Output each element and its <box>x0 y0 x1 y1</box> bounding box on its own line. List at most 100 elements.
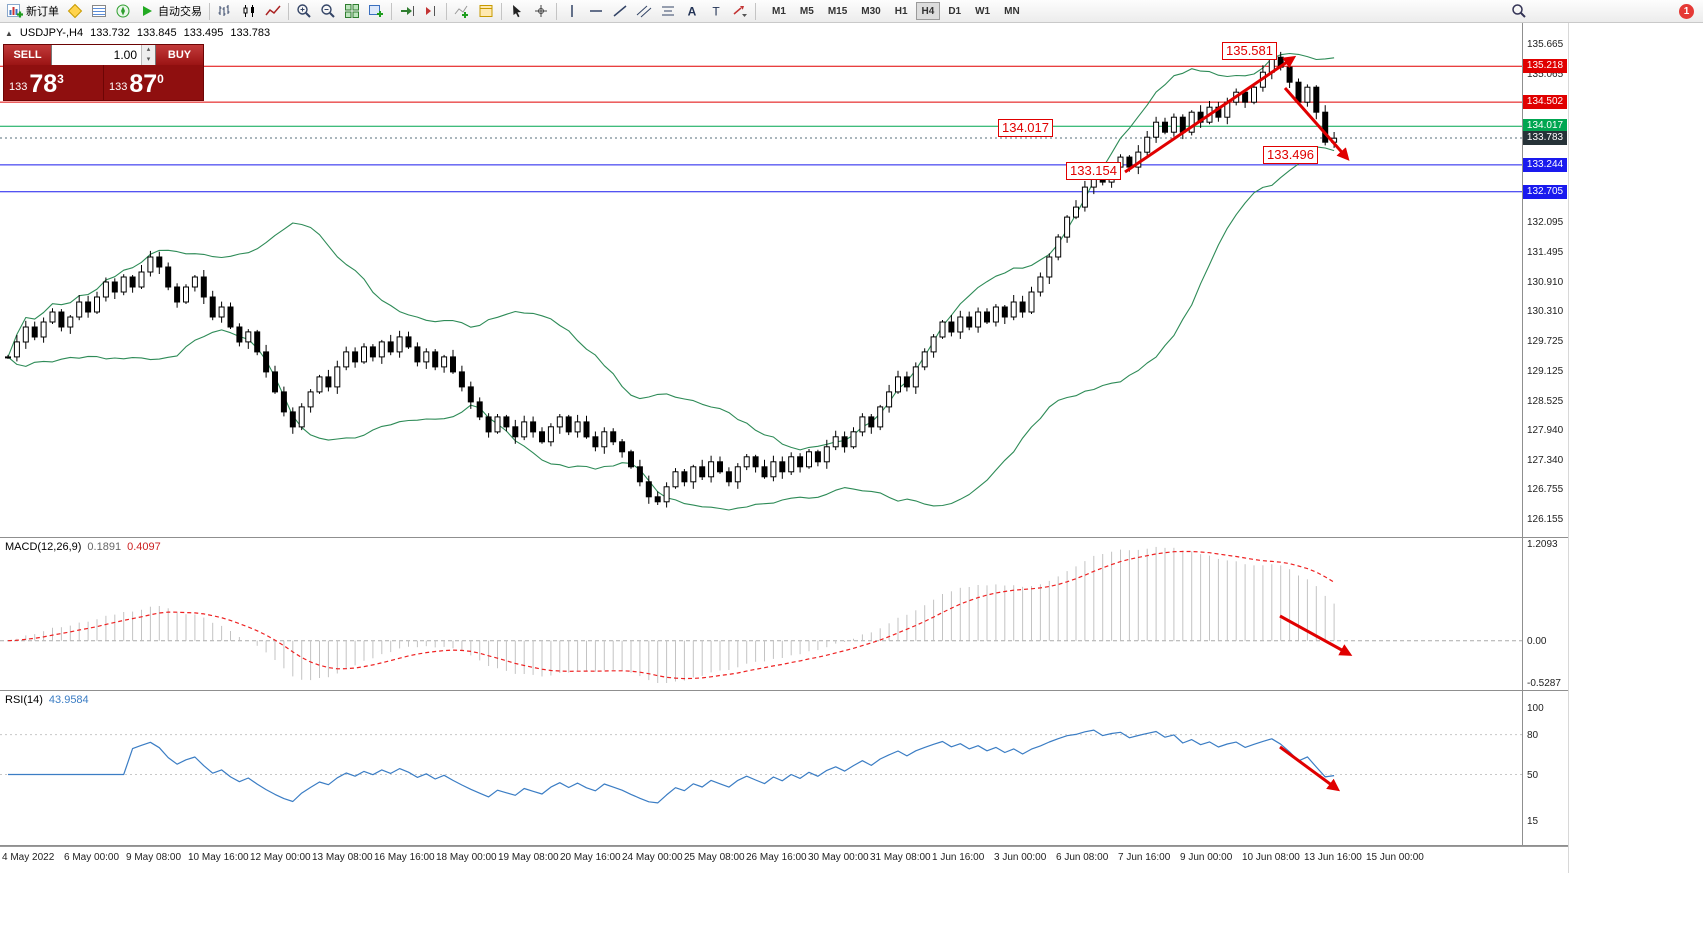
price-axis-label: 126.155 <box>1527 514 1564 525</box>
trade-panel-collapse-icon[interactable]: ▲ <box>5 28 13 38</box>
pane-splitter[interactable] <box>0 690 1568 691</box>
time-axis[interactable]: 4 May 2022 6 May 00:00 9 May 08:00 10 May 1… <box>0 846 1568 874</box>
time-axis-label: 25 May 08:00 <box>684 852 745 863</box>
indicators-button[interactable] <box>450 1 474 21</box>
timeframe-m30-button[interactable]: M30 <box>855 2 886 20</box>
timeframe-m15-button[interactable]: M15 <box>822 2 853 20</box>
timeframe-h4-button[interactable]: H4 <box>915 2 941 20</box>
time-axis-label: 6 Jun 08:00 <box>1056 852 1109 863</box>
auto-trading-button[interactable]: 自动交易 <box>135 1 206 21</box>
tile-windows-button[interactable] <box>340 1 364 21</box>
price-axis-label: 128.525 <box>1527 395 1564 407</box>
time-axis-label: 7 Jun 16:00 <box>1118 852 1171 863</box>
crosshair-button[interactable] <box>529 1 553 21</box>
buy-price[interactable]: 133 87 0 <box>103 65 203 100</box>
indicators-icon <box>454 5 468 18</box>
price-level-badge: 135.218 <box>1523 59 1567 74</box>
price-annotation[interactable]: 134.017 <box>998 119 1053 137</box>
volume-input[interactable] <box>52 47 141 63</box>
price-axis-label: 130.910 <box>1527 276 1564 288</box>
new-chart-icon <box>369 5 383 17</box>
candlestick-chart-button[interactable] <box>237 1 261 21</box>
rsi-value: 43.9584 <box>48 694 89 706</box>
new-chart-button[interactable] <box>364 1 388 21</box>
trendline-icon <box>613 5 627 17</box>
navigator-button[interactable] <box>111 1 135 21</box>
market-watch-button[interactable] <box>63 1 87 21</box>
new-order-label: 新订单 <box>26 6 59 18</box>
time-axis-label: 24 May 00:00 <box>622 852 683 863</box>
sell-price-figure: 133 <box>9 81 28 93</box>
data-window-button[interactable] <box>87 1 111 21</box>
notification-badge[interactable]: 1 <box>1679 3 1694 19</box>
fibonacci-button[interactable] <box>656 1 680 21</box>
price-axis-label: 135.665 <box>1527 39 1564 50</box>
rsi-label: RSI(14) 43.9584 <box>5 694 89 706</box>
time-axis-label: 16 May 16:00 <box>374 852 435 863</box>
pane-splitter[interactable] <box>0 537 1568 538</box>
macd-label: MACD(12,26,9) 0.1891 0.4097 <box>5 541 161 553</box>
line-chart-button[interactable] <box>261 1 285 21</box>
timeframe-d1-button[interactable]: D1 <box>942 2 967 20</box>
rsi-pane[interactable] <box>0 691 1522 844</box>
search-button[interactable] <box>1507 1 1531 21</box>
macd-main-value: 0.1891 <box>87 541 122 553</box>
new-order-button[interactable]: 新订单 <box>3 1 63 21</box>
macd-pane[interactable] <box>0 538 1522 689</box>
candlestick-chart-icon <box>243 5 254 17</box>
auto-scroll-button[interactable] <box>395 1 419 21</box>
price-axis-label: 132.095 <box>1527 217 1564 229</box>
window-right-edge <box>1568 23 1569 873</box>
price-axis-label: 129.725 <box>1527 335 1564 347</box>
macd-trend-arrow[interactable] <box>1279 614 1353 656</box>
text-tool-button[interactable]: A <box>680 1 704 21</box>
low-value: 133.495 <box>183 27 224 39</box>
cursor-icon <box>513 5 521 18</box>
zoom-out-button[interactable] <box>316 1 340 21</box>
sell-price-pips: 78 <box>29 70 58 98</box>
macd-scale-label: -0.5287 <box>1527 678 1561 689</box>
trendline-button[interactable] <box>608 1 632 21</box>
price-axis-border <box>1522 23 1523 873</box>
vertical-line-button[interactable] <box>560 1 584 21</box>
sell-price-point: 3 <box>57 72 64 86</box>
macd-name: MACD(12,26,9) <box>5 541 82 553</box>
bar-chart-button[interactable] <box>213 1 237 21</box>
price-annotation[interactable]: 135.581 <box>1222 42 1277 60</box>
chart-shift-button[interactable] <box>419 1 443 21</box>
down-trend-arrow[interactable] <box>1283 87 1350 161</box>
pane-splitter[interactable] <box>0 845 1568 846</box>
sell-button[interactable]: SELL <box>4 45 51 65</box>
main-price-chart[interactable] <box>0 23 1522 536</box>
rsi-scale-label: 100 <box>1527 703 1544 714</box>
timeframe-m5-button[interactable]: M5 <box>794 2 820 20</box>
sell-price[interactable]: 133 78 3 <box>4 65 103 100</box>
volume-increase-button[interactable]: ▴ <box>142 45 155 55</box>
time-axis-label: 18 May 00:00 <box>436 852 497 863</box>
label-tool-icon: T <box>712 5 720 19</box>
price-annotation[interactable]: 133.154 <box>1066 162 1121 180</box>
price-axis-label: 127.940 <box>1527 424 1564 436</box>
channel-button[interactable] <box>632 1 656 21</box>
timeframe-h1-button[interactable]: H1 <box>889 2 914 20</box>
buy-button[interactable]: BUY <box>156 45 203 65</box>
timeframe-w1-button[interactable]: W1 <box>969 2 996 20</box>
up-trend-arrow[interactable] <box>1124 55 1297 174</box>
price-annotation[interactable]: 133.496 <box>1263 146 1318 164</box>
timeframe-mn-button[interactable]: MN <box>998 2 1026 20</box>
label-tool-button[interactable]: T <box>704 1 728 21</box>
rsi-scale-label: 80 <box>1527 729 1539 741</box>
macd-scale-label: 1.2093 <box>1527 539 1558 550</box>
buy-price-point: 0 <box>157 72 164 86</box>
rsi-trend-arrow[interactable] <box>1279 745 1341 792</box>
templates-button[interactable] <box>474 1 498 21</box>
horizontal-line-button[interactable] <box>584 1 608 21</box>
objects-dropdown-button[interactable] <box>728 1 752 21</box>
zoom-in-button[interactable] <box>292 1 316 21</box>
timeframe-m1-button[interactable]: M1 <box>766 2 792 20</box>
annotations-layer: 135.581 134.017 133.154 133.496 <box>0 23 1703 943</box>
cursor-button[interactable] <box>505 1 529 21</box>
volume-decrease-button[interactable]: ▾ <box>142 55 155 65</box>
price-level-badge: 134.017 <box>1523 119 1567 134</box>
